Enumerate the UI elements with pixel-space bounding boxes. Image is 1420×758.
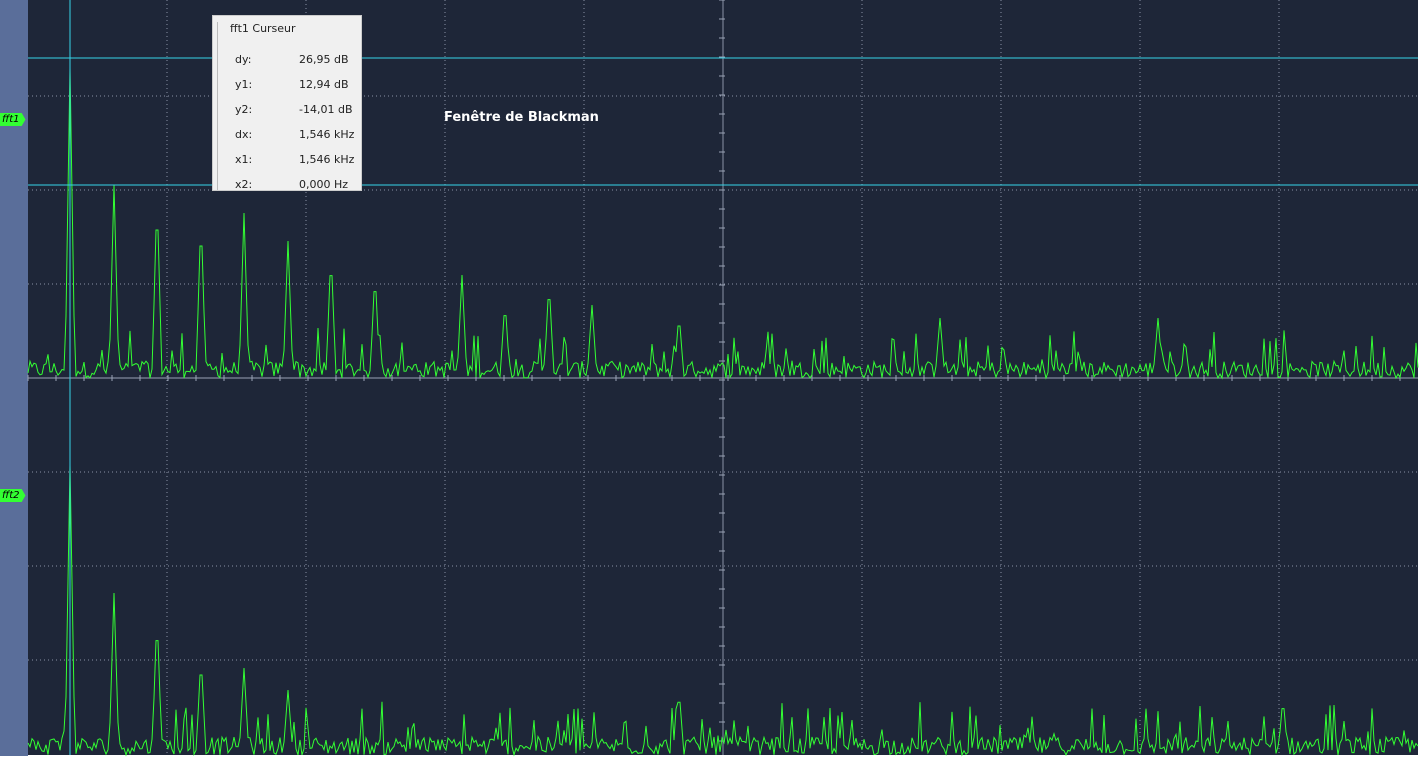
cursor-text: y1: (235, 78, 253, 91)
spectrum-trace (27, 67, 1419, 380)
trace-tag: fft1 (0, 113, 26, 126)
cursor-text: dy: (235, 53, 252, 66)
cursor-text: 12,94 dB (299, 78, 349, 91)
cursor-text: dx: (235, 128, 253, 141)
cursor-text: x1: (235, 153, 253, 166)
cursor-text: 0,000 Hz (299, 178, 349, 191)
cursor-text: 26,95 dB (299, 53, 349, 66)
cursor-text: 1,546 kHz (299, 153, 355, 166)
cursor-text: 1,546 kHz (299, 128, 355, 141)
cursor-text: x2: (235, 178, 253, 191)
trace-tag: fft2 (0, 489, 26, 502)
cursor-panel: fft1 Curseur dy: 26,95 dB y1: 12,94 dB y2: -1… (212, 15, 362, 191)
cursor-text: -14,01 dB (299, 103, 353, 116)
spectrum-trace (27, 464, 1419, 757)
annotation: Fenêtre de Blackman (444, 110, 599, 125)
cursor-text: y2: (235, 103, 253, 116)
panel-title: fft1 Curseur (230, 22, 296, 35)
